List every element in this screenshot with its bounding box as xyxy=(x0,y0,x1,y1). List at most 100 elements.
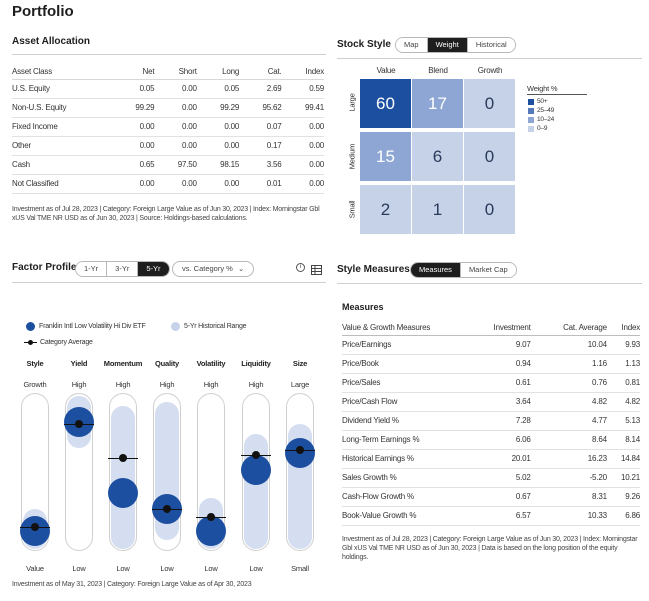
measure-label: Dividend Yield % xyxy=(342,411,466,431)
factor-name-label: Volatility xyxy=(196,359,226,368)
table-cell: 99.29 xyxy=(196,98,239,118)
table-cell: 0.00 xyxy=(281,155,324,175)
table-row: Not Classified 0.00 0.00 0.00 0.01 0.00 xyxy=(12,174,324,194)
factor-bottom-label: Low xyxy=(72,564,86,573)
asset-allocation-title: Asset Allocation xyxy=(12,36,90,47)
table-cell: 0.94 xyxy=(466,354,531,374)
historical-range-bar xyxy=(111,406,135,549)
factor-track xyxy=(196,393,226,551)
table-cell: 97.50 xyxy=(154,155,197,175)
category-average-marker xyxy=(119,453,127,462)
factor-name-label: Style xyxy=(26,359,44,368)
fund-position-marker xyxy=(196,515,226,546)
factor-name-label: Size xyxy=(292,359,308,368)
legend-fund: Franklin Intl Low Volatility Hi Div ETF xyxy=(26,322,146,331)
weight-legend-item: 0–9 xyxy=(528,125,547,132)
column-header: Index xyxy=(281,65,324,80)
table-cell: 0.00 xyxy=(154,117,197,137)
range-marker-icon xyxy=(171,322,180,331)
table-cell: 2.69 xyxy=(239,79,282,99)
table-row: Cash 0.65 97.50 98.15 3.56 0.00 xyxy=(12,155,324,175)
tab-5yr[interactable]: 5-Yr xyxy=(138,262,169,276)
table-row: Fixed Income 0.00 0.00 0.00 0.07 0.00 xyxy=(12,117,324,137)
measure-label: Cash-Flow Growth % xyxy=(342,487,466,507)
tab-historical[interactable]: Historical xyxy=(467,38,515,52)
table-cell: 3.56 xyxy=(239,155,282,175)
factor-bottom-label: Low xyxy=(116,564,130,573)
factor-profile-title: Factor Profile xyxy=(12,262,77,273)
chevron-down-icon: ⌄ xyxy=(237,264,245,273)
measures-subtitle: Measures xyxy=(342,302,384,312)
table-cell: 0.81 xyxy=(606,373,640,393)
tab-3yr[interactable]: 3-Yr xyxy=(107,262,139,276)
page-title: Portfolio xyxy=(12,3,74,20)
table-cell: 0.00 xyxy=(154,136,197,156)
tab-1yr[interactable]: 1-Yr xyxy=(76,262,108,276)
measure-label: Sales Growth % xyxy=(342,468,466,488)
comparison-dropdown[interactable]: vs. Category % ⌄ xyxy=(172,261,255,277)
table-row: Price/Earnings 9.07 10.04 9.93 xyxy=(342,335,640,355)
fund-marker-icon xyxy=(26,322,35,331)
tab-market-cap[interactable]: Market Cap xyxy=(460,263,516,277)
table-cell: 99.41 xyxy=(281,98,324,118)
table-row: Cash-Flow Growth % 0.67 8.31 9.26 xyxy=(342,487,640,507)
style-box-cell: 2 xyxy=(360,185,411,234)
table-cell: 6.86 xyxy=(606,506,640,526)
legend-category-label: Category Average xyxy=(40,339,93,346)
table-cell: 0.05 xyxy=(112,79,155,99)
column-header: Value & Growth Measures xyxy=(342,321,466,336)
table-cell: 0.65 xyxy=(112,155,155,175)
table-cell: 0.05 xyxy=(196,79,239,99)
weight-legend-item: 25–49 xyxy=(528,107,554,114)
table-cell: 0.00 xyxy=(112,174,155,194)
style-row-medium: Medium xyxy=(347,143,357,170)
weight-legend-label: 25–49 xyxy=(537,107,555,114)
style-row-large: Large xyxy=(347,93,357,112)
table-cell: 1.16 xyxy=(530,354,607,374)
column-header: Investment xyxy=(466,321,531,336)
factor-top-label: High xyxy=(248,380,264,389)
table-cell: 4.82 xyxy=(530,392,607,412)
style-box-cell: 17 xyxy=(412,79,463,128)
factor-track xyxy=(20,393,50,551)
table-cell: 99.29 xyxy=(112,98,155,118)
table-cell: 0.61 xyxy=(466,373,531,393)
table-cell: 0.00 xyxy=(154,79,197,99)
table-cell: 0.00 xyxy=(196,136,239,156)
tab-map[interactable]: Map xyxy=(396,38,428,52)
legend-category: Category Average xyxy=(24,338,93,347)
asset-class-label: Not Classified xyxy=(12,174,112,194)
table-cell: 0.59 xyxy=(281,79,324,99)
style-box-cell: 0 xyxy=(464,79,515,128)
table-cell: 0.07 xyxy=(239,117,282,137)
factor-name-label: Liquidity xyxy=(241,359,271,368)
table-row: Other 0.00 0.00 0.00 0.17 0.00 xyxy=(12,136,324,156)
table-cell: 1.13 xyxy=(606,354,640,374)
table-cell: 5.02 xyxy=(466,468,531,488)
table-cell: 4.77 xyxy=(530,411,607,431)
asset-allocation-divider xyxy=(12,54,326,55)
style-column-value: Value xyxy=(376,66,396,75)
category-average-marker xyxy=(252,451,260,460)
table-cell: 95.62 xyxy=(239,98,282,118)
measure-label: Book-Value Growth % xyxy=(342,506,466,526)
category-average-marker xyxy=(163,504,171,513)
factor-bottom-label: Low xyxy=(160,564,174,573)
factor-period-tabs: 1-Yr 3-Yr 5-Yr xyxy=(75,261,170,277)
factor-top-label: High xyxy=(203,380,219,389)
weight-legend-item: 10–24 xyxy=(528,116,554,123)
measure-label: Historical Earnings % xyxy=(342,449,466,469)
tab-measures[interactable]: Measures xyxy=(411,263,461,277)
factor-bottom-label: Low xyxy=(249,564,263,573)
legend-swatch-icon xyxy=(528,125,534,132)
table-cell: 6.57 xyxy=(466,506,531,526)
style-box-cell: 15 xyxy=(360,132,411,181)
table-view-icon[interactable] xyxy=(311,265,322,275)
style-box-cell: 60 xyxy=(360,79,411,128)
weight-legend-label: 10–24 xyxy=(537,116,555,123)
tab-weight[interactable]: Weight xyxy=(427,38,468,52)
table-row: Historical Earnings % 20.01 16.23 14.84 xyxy=(342,449,640,469)
info-icon[interactable]: i xyxy=(296,263,305,272)
legend-fund-label: Franklin Intl Low Volatility Hi Div ETF xyxy=(39,323,146,330)
column-header: Index xyxy=(606,321,640,336)
